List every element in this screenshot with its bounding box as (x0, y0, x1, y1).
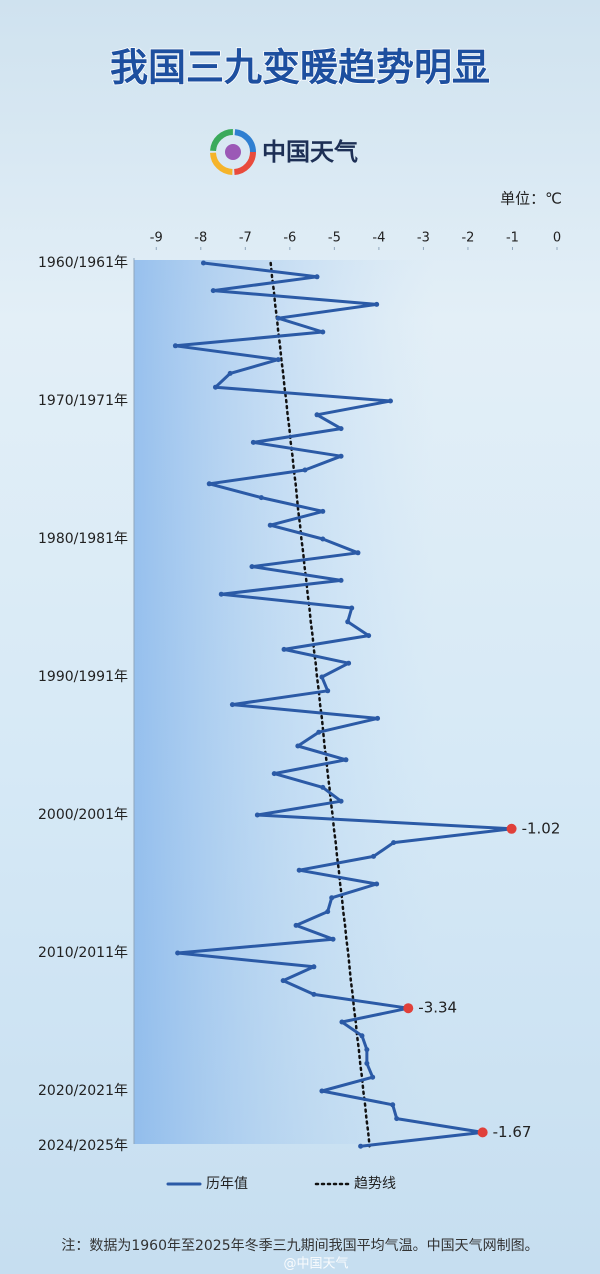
data-point (506, 823, 517, 834)
data-label: -1.02 (522, 819, 561, 837)
data-point (175, 950, 181, 956)
data-point (345, 619, 351, 625)
data-point (320, 784, 326, 790)
y-tick-label: 1980/1981年 (38, 531, 128, 547)
y-tick-label: 1970/1971年 (38, 393, 128, 409)
data-point (374, 881, 380, 887)
title: 我国三九变暖趋势明显 (110, 46, 490, 90)
x-tick-label: -8 (194, 231, 207, 246)
data-point (346, 660, 352, 666)
y-tick-label: 2024/2025年 (38, 1138, 128, 1154)
legend-label: 历年值 (206, 1176, 248, 1192)
data-point (338, 426, 344, 432)
data-point (280, 978, 286, 984)
data-point (267, 522, 273, 528)
x-tick-label: -5 (328, 231, 341, 246)
data-label: -3.34 (418, 999, 457, 1017)
logo-icon (210, 129, 256, 175)
data-point (311, 991, 317, 997)
data-point (320, 536, 326, 542)
data-point (359, 1033, 365, 1039)
data-point (319, 674, 325, 680)
x-tick-label: -3 (417, 231, 430, 246)
y-tick-label: 2010/2011年 (38, 945, 128, 961)
data-point (394, 1116, 400, 1122)
data-point (387, 398, 393, 404)
data-point (374, 301, 380, 307)
data-point (296, 867, 302, 873)
data-point (338, 798, 344, 804)
data-point (319, 1088, 325, 1094)
data-point (275, 315, 281, 321)
data-point (302, 467, 308, 473)
data-point (229, 702, 235, 708)
x-tick-label: -1 (506, 231, 519, 246)
data-point (391, 840, 397, 846)
data-point (325, 909, 331, 915)
x-tick-label: -2 (461, 231, 474, 246)
data-point (218, 591, 224, 597)
data-point (343, 757, 349, 763)
y-tick-label: 2020/2021年 (38, 1083, 128, 1099)
data-point (200, 260, 206, 266)
data-point (338, 577, 344, 583)
data-point (227, 370, 233, 376)
watermark: @中国天气 (283, 1256, 348, 1272)
data-point (338, 453, 344, 459)
data-point (281, 646, 287, 652)
data-point (339, 1019, 345, 1025)
data-point (254, 812, 260, 818)
x-tick-label: -6 (283, 231, 296, 246)
data-point (403, 1003, 414, 1014)
data-point (293, 922, 299, 928)
data-point (349, 605, 355, 611)
data-point (366, 633, 372, 639)
data-point (314, 412, 320, 418)
data-point (370, 1074, 376, 1080)
data-point (210, 288, 216, 294)
data-point (275, 357, 281, 363)
data-point (314, 274, 320, 280)
data-point (316, 729, 322, 735)
data-point (330, 936, 336, 942)
data-point (311, 964, 317, 970)
x-tick-label: -7 (239, 231, 252, 246)
data-point (271, 771, 277, 777)
data-point (172, 343, 178, 349)
data-point (320, 508, 326, 514)
data-point (258, 495, 264, 501)
data-point (329, 895, 335, 901)
legend-label: 趋势线 (354, 1176, 396, 1192)
x-tick-label: 0 (553, 231, 561, 246)
data-point (320, 329, 326, 335)
y-tick-label: 1960/1961年 (38, 255, 128, 271)
data-point (477, 1127, 488, 1138)
area-shade (134, 260, 434, 1144)
data-point (390, 1102, 396, 1108)
data-point (212, 384, 218, 390)
data-point (249, 564, 255, 570)
data-point (364, 1060, 370, 1066)
data-point (375, 715, 381, 721)
y-tick-label: 1990/1991年 (38, 669, 128, 685)
data-point (206, 481, 212, 487)
x-tick-label: -4 (372, 231, 385, 246)
logo-text: 中国天气 (262, 138, 358, 166)
data-point (250, 439, 256, 445)
data-point (358, 1143, 364, 1149)
x-tick-label: -9 (150, 231, 163, 246)
data-point (364, 1047, 370, 1053)
data-point (371, 853, 377, 859)
data-point (325, 688, 331, 694)
y-tick-label: 2000/2001年 (38, 807, 128, 823)
data-point (295, 743, 301, 749)
unit-label: 单位：℃ (500, 190, 562, 208)
data-label: -1.67 (493, 1123, 532, 1141)
note: 注：数据为1960年至2025年冬季三九期间我国平均气温。中国天气网制图。 (61, 1238, 538, 1254)
data-point (355, 550, 361, 556)
